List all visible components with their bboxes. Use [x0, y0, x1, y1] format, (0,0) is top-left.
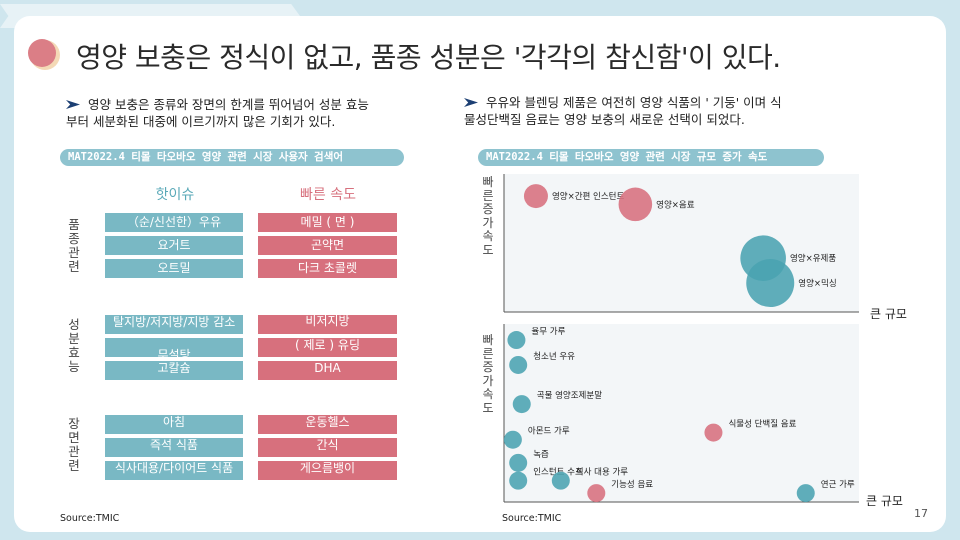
hot-keyword: 즉석 식품 — [105, 438, 243, 457]
hot-keyword: （순/신선한）우유 — [105, 213, 243, 232]
point-label: 영양×믹싱 — [798, 278, 836, 289]
data-point — [796, 484, 815, 503]
point-label: 기능성 음료 — [611, 480, 653, 490]
point-label: 연근 가루 — [821, 480, 855, 490]
group-label-variety: 품종관련 — [68, 217, 80, 274]
left-bullet-line-2: 부터 세분화된 대중에 이르기까지 많은 기회가 있다. — [66, 114, 336, 129]
point-label: 아몬드 가루 — [528, 426, 570, 437]
data-point — [512, 395, 531, 414]
left-bullet-line-1: 영양 보충은 종류와 장면의 한계를 뛰어넘어 성분 효능 — [88, 97, 369, 112]
col-header-hot: 핫이슈 — [155, 187, 195, 203]
point-label: 식사 대용 가루 — [576, 468, 629, 478]
chart1-ylabel: 빠른증가속도 — [482, 175, 494, 257]
data-point — [509, 355, 528, 374]
title-dot — [28, 39, 56, 67]
chart1-plot-bg — [504, 174, 859, 312]
hot-keyword: 요거트 — [105, 236, 243, 255]
fast-keyword: DHA — [258, 361, 397, 380]
right-bullet-line-1: 우유와 블렌딩 제품은 여전히 영양 식품의 ' 기둥' 이며 식 — [486, 95, 782, 110]
point-label: 영양×음료 — [656, 199, 695, 210]
group-label-ingredient: 성분효능 — [68, 317, 80, 374]
data-point — [507, 331, 526, 350]
fast-keyword: 곤약면 — [258, 236, 397, 255]
fast-keyword: 간식 — [258, 438, 397, 457]
data-point — [509, 471, 528, 490]
point-label: 녹즙 — [533, 450, 549, 460]
right-bullet-line-2: 물성단백질 음료는 영양 보충의 새로운 선택이 되었다. — [464, 112, 745, 127]
left-bullet: 영양 보충은 종류와 장면의 한계를 뛰어넘어 성분 효능 부터 세분화된 대중… — [66, 96, 436, 130]
data-point — [618, 187, 653, 222]
fast-keyword: ( 제로 ) 유딩 — [258, 338, 397, 357]
chart1-xlabel: 큰 규모 — [870, 307, 907, 321]
hot-keyword: 식사대용/다이어트 식품 — [105, 461, 243, 480]
chart2-xlabel: 큰 규모 — [866, 494, 903, 508]
data-point — [704, 423, 723, 442]
fast-keyword: 운동헬스 — [258, 415, 397, 434]
point-label: 청소년 우유 — [533, 351, 575, 362]
right-bullet: 우유와 블렌딩 제품은 여전히 영양 식품의 ' 기둥' 이며 식 물성단백질 … — [464, 94, 874, 128]
page-number: 17 — [914, 507, 928, 520]
data-point — [551, 471, 570, 490]
right-source: Source:TMIC — [502, 513, 562, 524]
chart2-ylabel: 빠른증가속도 — [482, 333, 494, 415]
page-title: 영양 보충은 정식이 없고, 품종 성분은 '각각의 참신함'이 있다. — [76, 41, 781, 74]
hot-keyword: 아침 — [105, 415, 243, 434]
hot-keyword: 오트밀 — [105, 259, 243, 278]
point-label: 식물성 단백질 음료 — [728, 419, 796, 430]
point-label: 영양×간편 인스턴트 — [552, 191, 625, 202]
right-panel-pill: MAT2022.4 티몰 타오바오 영양 관련 시장 규모 증가 속도 — [478, 149, 824, 166]
bullet-arrow-icon — [464, 98, 478, 107]
fast-keyword: 게으름뱅이 — [258, 461, 397, 480]
left-source: Source:TMIC — [60, 513, 120, 524]
point-label: 율무 가루 — [531, 327, 565, 337]
fast-keyword: 비저지방 — [258, 315, 397, 334]
fast-keyword: 다크 초콜렛 — [258, 259, 397, 278]
group-label-scene: 장면관련 — [68, 416, 80, 473]
hot-keyword: 탈지방/저지방/지방 감소 — [105, 315, 243, 334]
fast-keyword: 메밀 ( 면 ) — [258, 213, 397, 232]
data-point — [587, 484, 606, 503]
data-point — [746, 259, 795, 308]
data-point — [503, 430, 522, 449]
left-panel-pill: MAT2022.4 티몰 타오바오 영양 관련 시장 사용자 검색어 — [60, 149, 404, 166]
bullet-arrow-icon — [66, 100, 80, 109]
hot-keyword: 고칼슘 — [105, 361, 243, 380]
col-header-fast: 빠른 속도 — [300, 187, 356, 203]
point-label: 곡물 영양조제분말 — [537, 390, 602, 401]
data-point — [523, 184, 548, 209]
point-label: 영양×유제품 — [790, 253, 836, 264]
data-point — [509, 453, 528, 472]
